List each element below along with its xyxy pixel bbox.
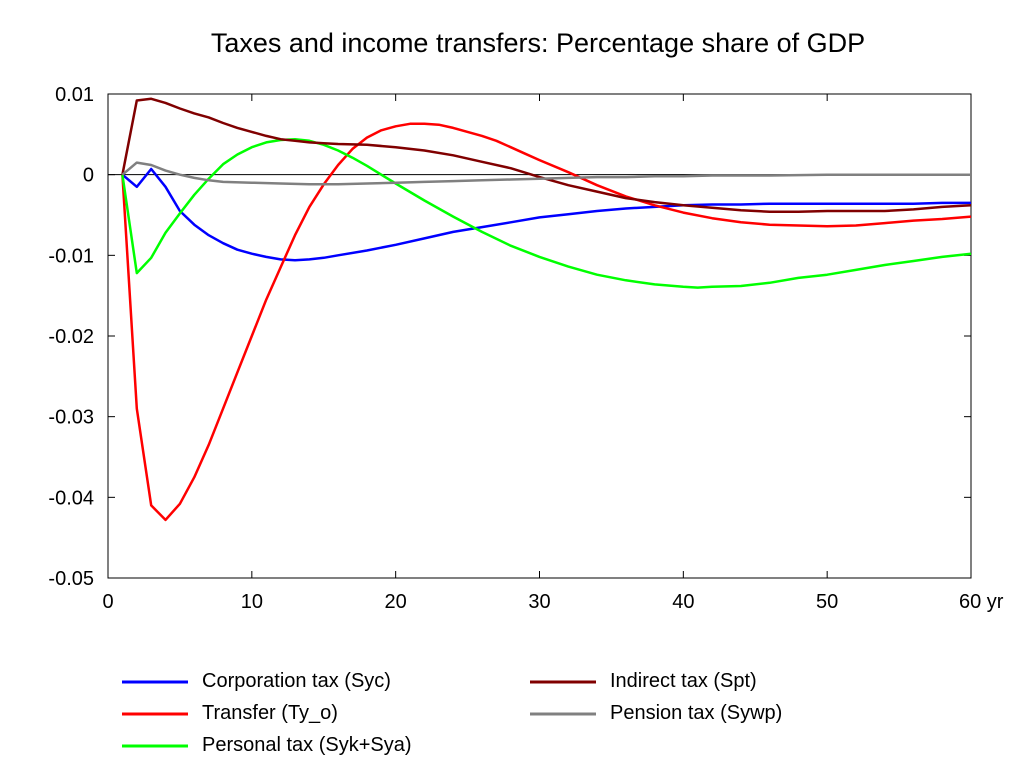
y-tick-label: -0.05 [48, 568, 94, 590]
x-tick-label: 10 [241, 591, 263, 613]
x-tick-label: 0 [102, 591, 113, 613]
y-tick-label: -0.01 [48, 245, 94, 267]
legend-label: Corporation tax (Syc) [202, 670, 391, 692]
series-line-3 [121, 137, 972, 289]
x-tick-label: 20 [385, 591, 407, 613]
y-tick-label: 0.01 [55, 84, 94, 106]
x-tick-label: 50 [816, 591, 838, 613]
series-line-1 [121, 167, 971, 262]
legend-label: Indirect tax (Spt) [610, 670, 757, 692]
series-line-5 [121, 161, 971, 186]
legend: Corporation tax (Syc) Transfer (Ty_o) Pers… [122, 670, 782, 756]
y-tick-label: -0.02 [48, 326, 94, 348]
plot-area: 0.01 0 -0.01 -0.02 -0.03 -0.04 -0.05 0 10 20 30 40 5… [48, 84, 1003, 613]
x-tick-label: 60 yr [959, 591, 1004, 613]
legend-label: Transfer (Ty_o) [202, 702, 338, 724]
series-line-2 [121, 122, 972, 522]
series-line-4 [121, 97, 972, 214]
legend-label: Personal tax (Syk+Sya) [202, 734, 412, 756]
x-tick-label: 40 [672, 591, 694, 613]
x-tick-label: 30 [528, 591, 550, 613]
y-tick-label: -0.04 [48, 487, 94, 509]
y-tick-label: -0.03 [48, 407, 94, 429]
y-tick-label: 0 [83, 165, 94, 187]
plot-frame [107, 93, 972, 579]
legend-label: Pension tax (Sywp) [610, 702, 782, 724]
chart-title: Taxes and income transfers: Percentage s… [211, 28, 865, 58]
